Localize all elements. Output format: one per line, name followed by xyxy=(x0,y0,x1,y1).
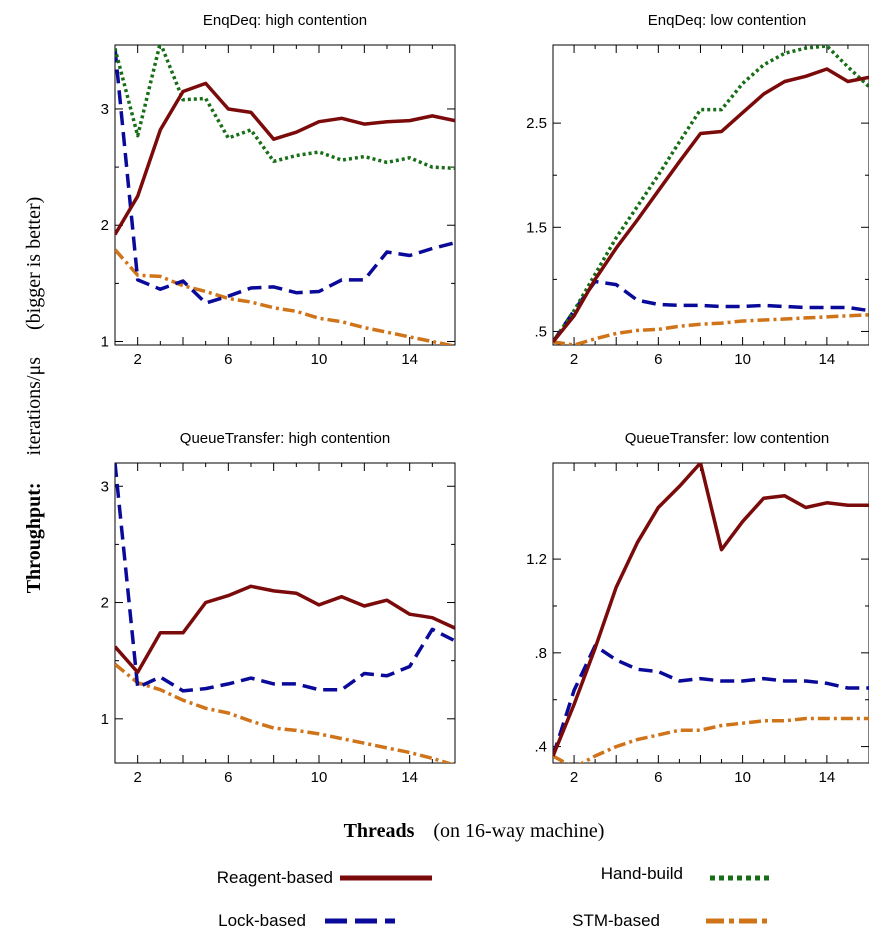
x-tick-label-enqdeq-low: 6 xyxy=(654,351,662,368)
series-line-reagent-basedqueuetransfer-high xyxy=(115,584,455,675)
series-line-stm-basedenqdeq-high xyxy=(115,248,455,345)
series-line-reagent-basedqueuetransfer-low xyxy=(553,463,869,757)
series-line-lock-basedqueuetransfer-low xyxy=(553,644,869,757)
x-tick-label-queuetransfer-low: 2 xyxy=(570,769,578,786)
series-group-enqdeq-low xyxy=(553,45,869,345)
plot-frame-queuetransfer-low xyxy=(552,462,869,764)
y-tick-label-queuetransfer-low: .4 xyxy=(534,739,547,756)
series-line-reagent-basedenqdeq-high xyxy=(115,81,455,236)
panel-title-enqdeq-low: EnqDeq: low contention xyxy=(648,12,806,29)
x-tick-label-queuetransfer-low: 6 xyxy=(654,769,662,786)
series-group-enqdeq-high xyxy=(115,45,455,345)
series-line-hand-buildenqdeq-low xyxy=(553,45,869,343)
legend-label-stm: STM-based xyxy=(572,911,660,930)
x-tick-label-enqdeq-low: 10 xyxy=(734,351,751,368)
y-axis-label-unit: iterations/μs xyxy=(23,357,45,456)
x-tick-label-queuetransfer-high: 10 xyxy=(311,769,328,786)
panel-queuetransfer-low: QueueTransfer: low contention 2 6 10 14 .4 .8 1… xyxy=(526,430,869,786)
x-axis-label-bold: Threads xyxy=(344,820,415,842)
legend-entry-stm: STM-based xyxy=(572,911,767,930)
series-line-lock-basedenqdeq-high xyxy=(115,48,455,305)
x-tick-label-queuetransfer-high: 2 xyxy=(133,769,141,786)
panel-enqdeq-high: EnqDeq: high contention 2 6 10 14 1 2 3 xyxy=(101,12,456,368)
legend-entry-lock: Lock-based xyxy=(218,911,395,930)
y-tick-label-enqdeq-high: 1 xyxy=(101,334,109,351)
x-tick-label-enqdeq-high: 10 xyxy=(311,351,328,368)
x-tick-label-queuetransfer-high: 14 xyxy=(401,769,418,786)
x-tick-label-enqdeq-high: 6 xyxy=(224,351,232,368)
y-tick-label-enqdeq-low: .5 xyxy=(534,323,547,340)
x-tick-label-enqdeq-high: 2 xyxy=(133,351,141,368)
y-tick-label-enqdeq-high: 2 xyxy=(101,217,109,234)
y-tick-label-enqdeq-high: 3 xyxy=(101,101,109,118)
y-tick-label-queuetransfer-low: 1.2 xyxy=(526,551,547,568)
plot-frame-queuetransfer-high xyxy=(114,462,456,764)
y-tick-label-queuetransfer-low: .8 xyxy=(534,645,547,662)
legend: Reagent-based Hand-build Lock-based STM-… xyxy=(217,864,772,930)
x-tick-label-queuetransfer-high: 6 xyxy=(224,769,232,786)
x-tick-label-enqdeq-high: 14 xyxy=(401,351,418,368)
series-line-stm-basedenqdeq-low xyxy=(553,313,869,345)
y-tick-label-enqdeq-low: 1.5 xyxy=(526,219,547,236)
series-line-lock-basedqueuetransfer-high xyxy=(115,463,455,693)
y-axis-label-bold: Throughput: xyxy=(23,482,45,593)
y-tick-label-queuetransfer-high: 3 xyxy=(101,478,109,495)
legend-entry-reagent: Reagent-based xyxy=(217,868,432,887)
y-axis-label: Throughput: iterations/μs (bigger is bet… xyxy=(23,197,45,594)
legend-entry-handbuild: Hand-build xyxy=(601,864,772,883)
series-line-lock-basedenqdeq-low xyxy=(553,279,869,343)
x-axis-label-note: (on 16-way machine) xyxy=(433,820,604,842)
series-group-queuetransfer-low xyxy=(553,463,869,763)
x-tick-label-queuetransfer-low: 10 xyxy=(734,769,751,786)
series-group-queuetransfer-high xyxy=(115,463,455,763)
y-tick-label-queuetransfer-high: 1 xyxy=(101,711,109,728)
panel-enqdeq-low: EnqDeq: low contention 2 6 10 14 .5 1.5 2.5 xyxy=(526,12,869,368)
y-tick-label-enqdeq-low: 2.5 xyxy=(526,115,547,132)
series-line-hand-buildenqdeq-high xyxy=(115,45,455,171)
plot-frame-enqdeq-low xyxy=(552,44,869,346)
x-axis-label: Threads (on 16-way machine) xyxy=(344,820,605,842)
y-axis-label-note: (bigger is better) xyxy=(23,197,45,330)
x-tick-label-queuetransfer-low: 14 xyxy=(819,769,836,786)
x-tick-label-enqdeq-low: 14 xyxy=(819,351,836,368)
legend-label-lock: Lock-based xyxy=(218,911,306,930)
panel-title-enqdeq-high: EnqDeq: high contention xyxy=(203,12,367,29)
panel-title-queuetransfer-high: QueueTransfer: high contention xyxy=(180,430,390,447)
plot-frame-enqdeq-high xyxy=(114,44,456,346)
series-line-stm-basedqueuetransfer-high xyxy=(115,662,454,763)
legend-label-reagent: Reagent-based xyxy=(217,868,333,887)
panel-title-queuetransfer-low: QueueTransfer: low contention xyxy=(625,430,830,447)
series-line-reagent-basedenqdeq-low xyxy=(553,67,869,344)
panel-queuetransfer-high: QueueTransfer: high contention 2 6 10 14 1 2 3 xyxy=(101,430,456,786)
legend-label-handbuild: Hand-build xyxy=(601,864,683,883)
x-tick-label-enqdeq-low: 2 xyxy=(570,351,578,368)
y-tick-label-queuetransfer-high: 2 xyxy=(101,595,109,612)
series-line-stm-basedqueuetransfer-low xyxy=(553,716,869,763)
